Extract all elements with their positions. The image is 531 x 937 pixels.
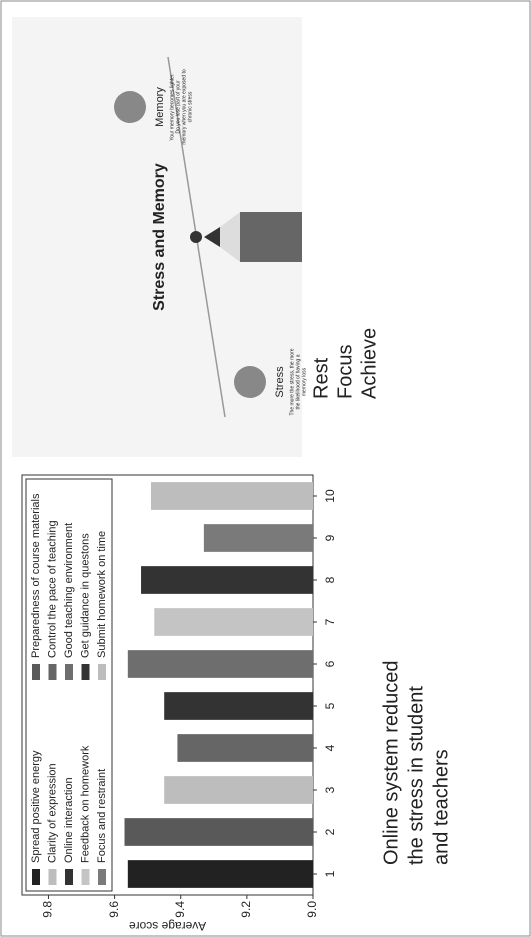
- bar: [124, 818, 313, 846]
- stress-text: The more the stress, the more: [289, 348, 295, 415]
- stress-text: the likelihood of having a: [295, 354, 301, 409]
- bullet-text: and teachers: [430, 749, 452, 865]
- stress-text: memory loss: [301, 367, 307, 396]
- legend-label: Clarity of expression: [46, 763, 58, 863]
- stress-icon: [234, 366, 266, 398]
- bar: [150, 482, 313, 510]
- infographic-title: Stress and Memory: [151, 163, 168, 311]
- legend-label: Online interaction: [63, 777, 75, 863]
- x-tick-label: 5: [323, 702, 337, 709]
- legend-box: [25, 478, 113, 892]
- y-tick-label: 9.8: [41, 901, 55, 918]
- legend-label: Preparedness of course materials: [30, 493, 42, 658]
- y-tick-label: 9.6: [107, 901, 121, 918]
- bar: [127, 860, 314, 888]
- x-tick-label: 9: [323, 534, 337, 541]
- bullet-text: Online system reduced: [380, 660, 402, 865]
- memory-text: Your memory becomes lighter.: [169, 73, 175, 140]
- pencil-tip: [204, 227, 220, 247]
- bar: [164, 776, 313, 804]
- legend-label: Submit homework on time: [96, 531, 108, 658]
- keyword: Achieve: [358, 328, 380, 399]
- x-tick-label: 3: [323, 786, 337, 793]
- x-tick-label: 1: [323, 870, 337, 877]
- legend-swatch: [32, 869, 40, 885]
- bar: [203, 524, 313, 552]
- memory-label: Memory: [154, 87, 166, 127]
- legend-swatch: [48, 869, 57, 885]
- x-tick-label: 4: [323, 744, 337, 751]
- pencil-body: [240, 212, 302, 262]
- legend-label: Spread positive energy: [30, 750, 42, 863]
- legend-label: Good teaching environment: [63, 523, 75, 658]
- stress-label: Stress: [274, 366, 286, 398]
- x-tick-label: 6: [323, 660, 337, 667]
- bar: [154, 608, 313, 636]
- memory-text: chronic stress: [187, 91, 193, 122]
- infographic-panel: [12, 17, 302, 457]
- memory-icon: [114, 91, 146, 123]
- plot-frame: [21, 474, 314, 896]
- memory-text: memory when you are exposed to: [181, 69, 187, 145]
- y-tick-label: 9.0: [305, 901, 319, 918]
- x-tick-label: 8: [323, 576, 337, 583]
- pivot: [190, 231, 202, 243]
- x-tick-label: 2: [323, 828, 337, 835]
- legend-label: Feedback on homework: [79, 745, 91, 863]
- x-tick-label: 7: [323, 618, 337, 625]
- legend-label: Focus and restraint: [96, 769, 108, 863]
- keyword: Rest: [310, 357, 332, 399]
- legend-swatch: [98, 664, 106, 680]
- legend-swatch: [32, 664, 40, 680]
- legend-label: Get guidance in questons: [79, 533, 91, 658]
- pencil-wood: [220, 212, 240, 262]
- y-tick-label: 9.4: [173, 901, 187, 918]
- keyword: Focus: [334, 345, 356, 399]
- legend-swatch: [48, 664, 57, 680]
- legend-swatch: [81, 869, 90, 885]
- legend-swatch: [98, 869, 106, 885]
- x-tick-label: 10: [323, 489, 337, 503]
- legend-swatch: [65, 664, 73, 680]
- bar: [177, 734, 313, 762]
- bar: [127, 650, 314, 678]
- bullet-text: the stress in student: [405, 686, 427, 865]
- legend-swatch: [81, 664, 90, 680]
- legend-swatch: [65, 869, 73, 885]
- memory-text: Do you lose part of your: [175, 80, 181, 133]
- legend-label: Control the pace of teaching: [46, 520, 58, 658]
- bar: [164, 692, 313, 720]
- bar: [141, 566, 313, 594]
- y-axis-label: Average score: [129, 919, 206, 933]
- y-tick-label: 9.2: [239, 901, 253, 918]
